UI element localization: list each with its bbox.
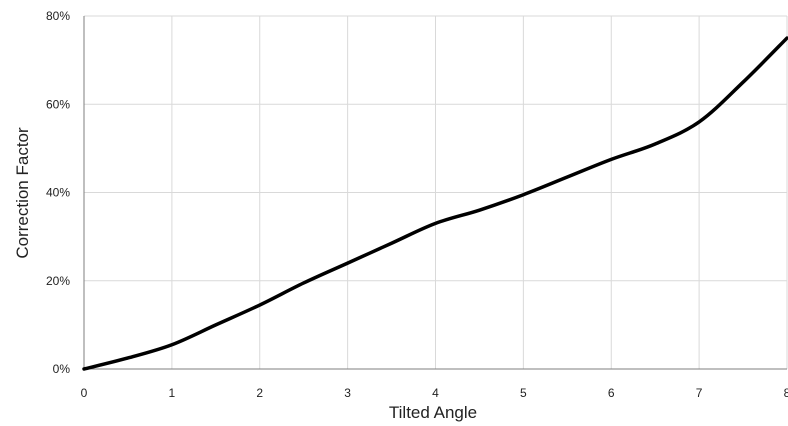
- y-tick-label: 80%: [46, 9, 70, 23]
- x-tick-label: 7: [696, 386, 703, 400]
- y-tick-label: 40%: [46, 186, 70, 200]
- y-axis-label: Correction Factor: [13, 127, 32, 259]
- x-tick-label: 2: [256, 386, 263, 400]
- gridlines: [84, 15, 788, 369]
- x-tick-label: 5: [520, 386, 527, 400]
- x-tick-label: 1: [169, 386, 176, 400]
- x-tick-label: 0: [81, 386, 88, 400]
- y-tick-label: 20%: [46, 274, 70, 288]
- x-axis-label: Tilted Angle: [389, 403, 477, 422]
- series-lines: [82, 36, 788, 371]
- axes: [83, 16, 787, 370]
- y-tick-label: 60%: [46, 97, 70, 111]
- series-line: [82, 36, 788, 371]
- x-tick-label: 4: [432, 386, 439, 400]
- x-tick-labels: 0 1 2 3 4 5 6 7 8: [81, 386, 788, 400]
- x-tick-label: 8: [784, 386, 788, 400]
- y-tick-label: 0%: [53, 362, 71, 376]
- y-tick-labels: 0% 20% 40% 60% 80%: [46, 9, 70, 376]
- x-tick-label: 6: [608, 386, 615, 400]
- x-tick-label: 3: [344, 386, 351, 400]
